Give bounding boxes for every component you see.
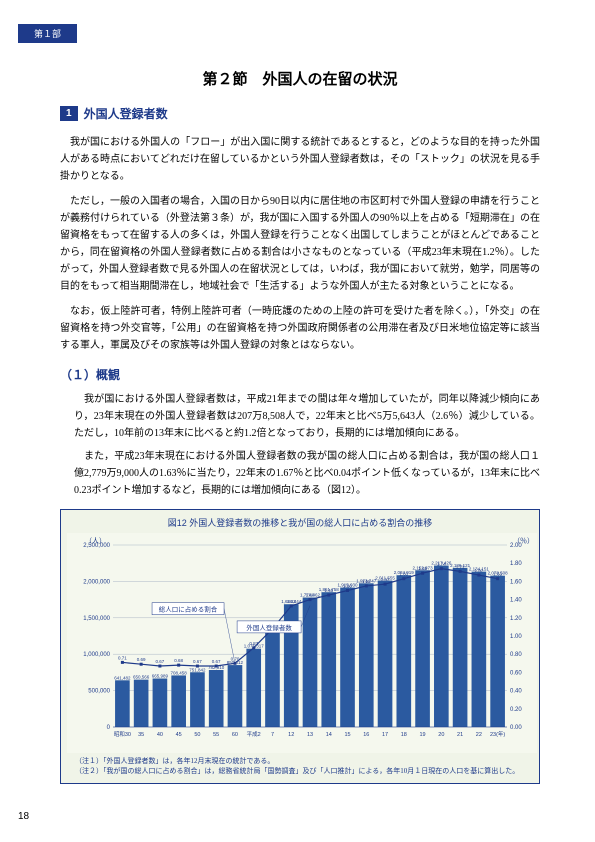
svg-text:0.70: 0.70 [231,656,240,661]
svg-text:15: 15 [344,732,350,738]
svg-text:40: 40 [157,732,163,738]
chart-note-2: （注２）「我が国の総人口に占める割合」は，総務省統計局「国勢調査」及び「人口推計… [75,767,533,777]
svg-text:（人）: （人） [85,537,106,545]
svg-text:16: 16 [363,732,369,738]
svg-text:1.00: 1.00 [510,634,522,640]
svg-text:50: 50 [194,732,200,738]
svg-text:1.40: 1.40 [306,593,315,598]
svg-text:1.57: 1.57 [381,577,390,582]
svg-text:18: 18 [401,732,407,738]
svg-text:55: 55 [213,732,219,738]
svg-text:708,458: 708,458 [171,670,188,675]
chart-area: 2,500,0002,000,0001,500,0001,000,000500,… [67,533,533,753]
indent-para-2: また，平成23年末現在における外国人登録者数の我が国の総人口に占める割合は，我が… [74,448,540,499]
svg-text:0.71: 0.71 [118,655,127,660]
svg-text:0.80: 0.80 [510,652,522,658]
svg-text:14: 14 [326,732,332,738]
chart-notes: （注１）「外国人登録者数」は，各年12月末現在の統計である。 （注２）「我が国の… [67,757,533,777]
svg-text:19: 19 [420,732,426,738]
svg-text:0.67: 0.67 [156,659,165,664]
svg-text:21: 21 [457,732,463,738]
svg-text:1,000,000: 1,000,000 [83,652,110,658]
indent-para-1: 我が国における外国人登録者数は，平成21年までの間は年々増加していたが，同年以降… [74,391,540,442]
svg-text:（％）: （％） [513,537,534,545]
svg-text:60: 60 [232,732,238,738]
paragraph-2: ただし，一般の入国者の場合，入国の日から90日以内に居住地の市区町村で外国人登録… [60,193,540,295]
paragraph-1: 我が国における外国人の「フロー」が出入国に関する統計であるとすると，どのような目… [60,134,540,185]
svg-text:0.00: 0.00 [510,725,522,731]
chart-container: 図12 外国人登録者数の推移と我が国の総人口に占める割合の推移 2,500,00… [60,509,540,784]
svg-text:総人口に占める割合: 総人口に占める割合 [159,605,218,614]
page-content: 第２節 外国人の在留の状況 1 外国人登録者数 我が国における外国人の「フロー」… [60,68,540,784]
svg-text:1.55: 1.55 [362,579,371,584]
svg-text:昭和30: 昭和30 [114,730,131,738]
svg-text:平成2: 平成2 [247,730,261,738]
svg-text:0.20: 0.20 [510,707,522,713]
svg-text:1.71: 1.71 [456,564,465,569]
svg-text:1.63: 1.63 [493,572,502,577]
svg-text:1.74: 1.74 [437,562,446,567]
svg-text:0.67: 0.67 [193,659,202,664]
svg-text:外国人登録者数: 外国人登録者数 [246,623,292,632]
svg-text:1.67: 1.67 [474,568,483,573]
svg-text:1,500,000: 1,500,000 [83,616,110,622]
svg-text:641,482: 641,482 [114,675,131,680]
svg-text:23(年): 23(年) [490,730,505,738]
svg-text:20: 20 [438,732,444,738]
svg-text:1.33: 1.33 [287,599,296,604]
svg-text:1.63: 1.63 [399,572,408,577]
svg-text:650,566: 650,566 [133,675,150,680]
svg-text:1.50: 1.50 [343,584,352,589]
svg-text:0.87: 0.87 [249,641,258,646]
svg-text:751,842: 751,842 [189,667,206,672]
svg-text:22: 22 [476,732,482,738]
svg-text:1.45: 1.45 [324,588,333,593]
chart-note-1: （注１）「外国人登録者数」は，各年12月末現在の統計である。 [75,757,533,767]
page-number: 18 [18,811,29,822]
svg-text:2,000,000: 2,000,000 [83,579,110,585]
svg-text:45: 45 [176,732,182,738]
paragraph-3: なお，仮上陸許可者，特例上陸許可者（一時庇護のための上陸の許可を受けた者を除く。… [60,303,540,354]
chart-title: 図12 外国人登録者数の推移と我が国の総人口に占める割合の推移 [67,516,533,529]
svg-text:1.80: 1.80 [510,561,522,567]
svg-text:1.60: 1.60 [510,579,522,585]
svg-text:0.67: 0.67 [212,659,221,664]
subsection-title: （１）概観 [60,366,540,383]
section-title: 第２節 外国人の在留の状況 [60,68,540,89]
svg-text:1.69: 1.69 [418,566,427,571]
svg-text:12: 12 [288,732,294,738]
svg-text:500,000: 500,000 [88,689,110,695]
chart-svg: 2,500,0002,000,0001,500,0001,000,000500,… [67,533,537,753]
svg-text:0.40: 0.40 [510,689,522,695]
part-header-tab: 第１部 [18,24,77,43]
svg-text:1.20: 1.20 [510,616,522,622]
svg-text:0.68: 0.68 [174,658,183,663]
svg-text:7: 7 [271,732,274,738]
subheading-text: 外国人登録者数 [84,105,168,122]
svg-text:0.69: 0.69 [137,657,146,662]
svg-text:1.40: 1.40 [510,598,522,604]
svg-text:665,989: 665,989 [152,674,169,679]
svg-text:17: 17 [382,732,388,738]
svg-text:13: 13 [307,732,313,738]
svg-text:0.60: 0.60 [510,670,522,676]
subheading-box: 1 [60,106,78,121]
subheading-1: 1 外国人登録者数 [60,105,540,122]
svg-text:35: 35 [138,732,144,738]
